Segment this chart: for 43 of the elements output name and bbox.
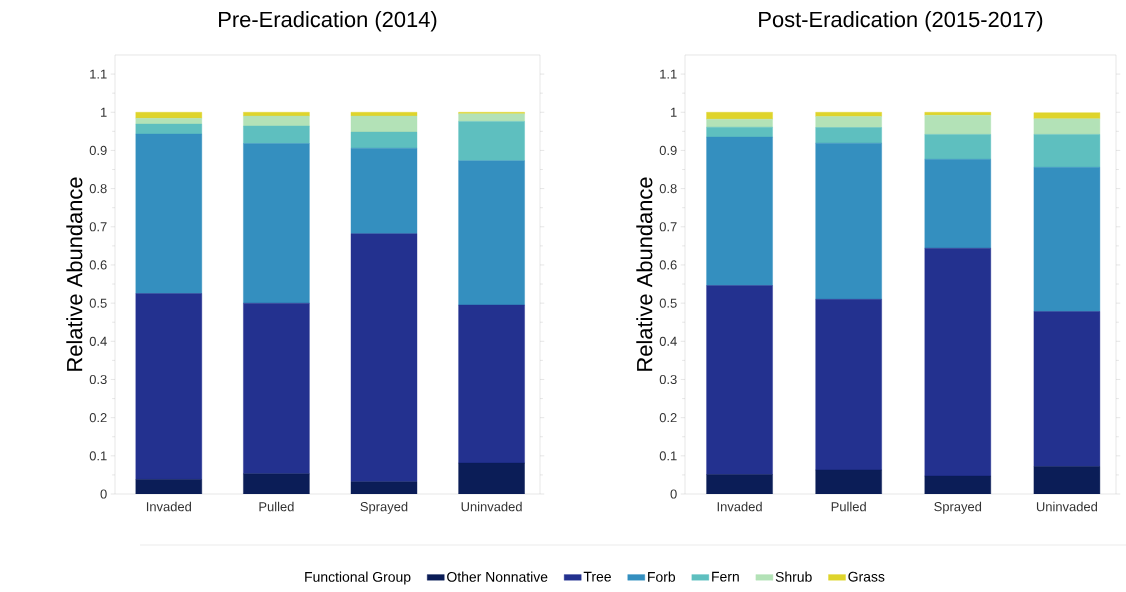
- legend-title: Functional Group: [305, 571, 411, 585]
- y-tick-label: 0.8: [89, 184, 107, 194]
- legend-label: Shrub: [775, 571, 812, 582]
- y-tick-label: 1.1: [660, 69, 677, 79]
- y-tick-label: 0.9: [89, 145, 107, 156]
- chart-title: Pre-Eradication (2014): [219, 11, 437, 32]
- y-tick-label: 0.3: [659, 374, 677, 385]
- y-tick-label: 0.4: [659, 336, 677, 346]
- legend-label: Other Nonnative: [447, 571, 548, 582]
- y-tick-label: 0.3: [89, 374, 107, 385]
- legend-label: Forb: [648, 571, 676, 582]
- y-tick-label: 0.1: [659, 451, 677, 461]
- y-tick-label: 0.7: [89, 222, 107, 232]
- y-axis-title: Relative Abundance: [66, 177, 83, 371]
- y-tick-label: 0.1: [89, 451, 107, 461]
- y-tick-label: 0.6: [659, 260, 677, 270]
- y-tick-label: 0.4: [89, 336, 107, 346]
- y-tick-label: 1.1: [90, 69, 107, 79]
- x-tick-label: Invaded: [146, 501, 192, 512]
- x-tick-label: Pulled: [259, 501, 294, 512]
- y-tick-label: 0.8: [659, 184, 677, 194]
- y-tick-label: 0.5: [659, 298, 677, 308]
- y-tick-label: 0.7: [659, 222, 677, 232]
- x-tick-label: Invaded: [717, 501, 762, 512]
- x-tick-label: Sprayed: [934, 501, 982, 514]
- y-tick-label: 1: [671, 107, 677, 117]
- y-tick-label: 0.6: [89, 260, 107, 270]
- x-tick-label: Uninvaded: [1036, 501, 1098, 512]
- y-tick-label: 0.2: [659, 413, 677, 423]
- y-tick-label: 0.2: [89, 413, 107, 423]
- legend-label: Grass: [848, 571, 885, 582]
- legend-label: Fern: [712, 571, 739, 582]
- y-tick-label: 0: [670, 489, 677, 499]
- x-tick-label: Uninvaded: [461, 501, 522, 512]
- y-tick-label: 0.5: [89, 298, 107, 308]
- chart-title: Post-Eradication (2015-2017): [759, 11, 1043, 32]
- y-tick-label: 0.9: [659, 145, 677, 156]
- x-tick-label: Pulled: [831, 501, 866, 512]
- y-tick-label: 1: [101, 107, 107, 117]
- y-tick-label: 0: [100, 489, 107, 499]
- x-tick-label: Sprayed: [360, 501, 408, 514]
- y-axis-title: Relative Abundance: [636, 177, 653, 371]
- legend-label: Tree: [583, 571, 611, 582]
